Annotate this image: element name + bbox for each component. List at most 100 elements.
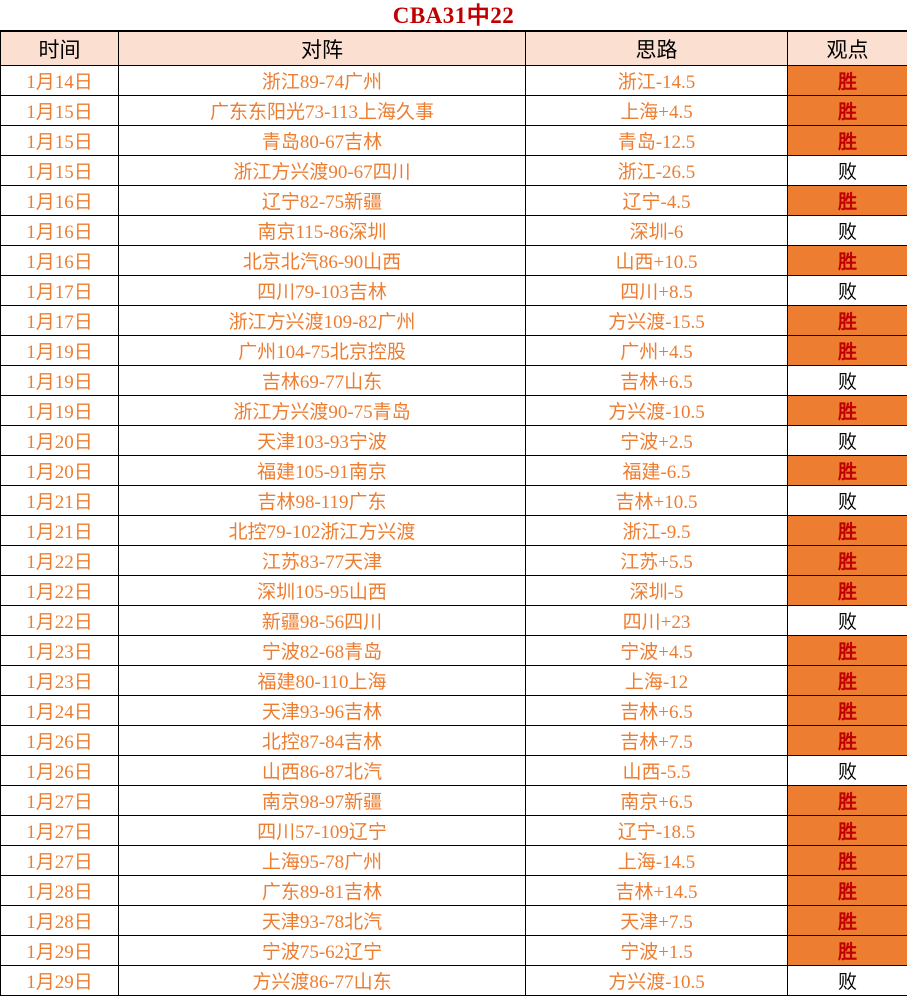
cell-view: 败 xyxy=(788,276,907,306)
cell-date: 1月29日 xyxy=(1,966,119,996)
cell-date: 1月21日 xyxy=(1,516,119,546)
cell-view: 胜 xyxy=(788,96,907,126)
cell-view: 胜 xyxy=(788,636,907,666)
cell-view: 胜 xyxy=(788,816,907,846)
cell-match: 南京115-86深圳 xyxy=(119,216,526,246)
cell-view: 胜 xyxy=(788,846,907,876)
cell-idea: 宁波+1.5 xyxy=(526,936,788,966)
cell-idea: 辽宁-4.5 xyxy=(526,186,788,216)
cell-idea: 四川+8.5 xyxy=(526,276,788,306)
cell-idea: 吉林+10.5 xyxy=(526,486,788,516)
cell-idea: 宁波+2.5 xyxy=(526,426,788,456)
column-header-match[interactable]: 对阵 xyxy=(119,32,526,66)
cell-date: 1月19日 xyxy=(1,336,119,366)
cell-date: 1月21日 xyxy=(1,486,119,516)
cell-match: 北控87-84吉林 xyxy=(119,726,526,756)
cell-match: 上海95-78广州 xyxy=(119,846,526,876)
cell-idea: 山西+10.5 xyxy=(526,246,788,276)
cell-idea: 深圳-5 xyxy=(526,576,788,606)
cell-match: 浙江方兴渡90-67四川 xyxy=(119,156,526,186)
cell-date: 1月20日 xyxy=(1,426,119,456)
cell-match: 江苏83-77天津 xyxy=(119,546,526,576)
cell-match: 吉林98-119广东 xyxy=(119,486,526,516)
cell-idea: 南京+6.5 xyxy=(526,786,788,816)
cell-date: 1月28日 xyxy=(1,906,119,936)
cell-view: 败 xyxy=(788,966,907,996)
page-title: CBA31中22 xyxy=(393,4,515,27)
cell-view: 胜 xyxy=(788,516,907,546)
cell-view: 胜 xyxy=(788,336,907,366)
cell-match: 青岛80-67吉林 xyxy=(119,126,526,156)
cell-date: 1月19日 xyxy=(1,396,119,426)
cell-match: 吉林69-77山东 xyxy=(119,366,526,396)
column-header-time[interactable]: 时间 xyxy=(1,32,119,66)
cell-match: 宁波82-68青岛 xyxy=(119,636,526,666)
cell-match: 北京北汽86-90山西 xyxy=(119,246,526,276)
cell-match: 四川79-103吉林 xyxy=(119,276,526,306)
cell-date: 1月23日 xyxy=(1,666,119,696)
cell-match: 广东89-81吉林 xyxy=(119,876,526,906)
cell-match: 天津93-96吉林 xyxy=(119,696,526,726)
cell-idea: 山西-5.5 xyxy=(526,756,788,786)
cell-idea: 福建-6.5 xyxy=(526,456,788,486)
column-header-view[interactable]: 观点 xyxy=(788,32,907,66)
cell-view: 胜 xyxy=(788,936,907,966)
cell-view: 胜 xyxy=(788,246,907,276)
sheet-title-row: CBA31中22 xyxy=(0,0,907,31)
cell-idea: 广州+4.5 xyxy=(526,336,788,366)
cell-view: 胜 xyxy=(788,306,907,336)
cell-date: 1月14日 xyxy=(1,66,119,96)
table-header: 时间 对阵 思路 观点 xyxy=(1,32,907,66)
cell-date: 1月26日 xyxy=(1,756,119,786)
cell-match: 福建80-110上海 xyxy=(119,666,526,696)
cell-idea: 青岛-12.5 xyxy=(526,126,788,156)
cell-idea: 浙江-14.5 xyxy=(526,66,788,96)
cell-idea: 宁波+4.5 xyxy=(526,636,788,666)
cell-idea: 浙江-26.5 xyxy=(526,156,788,186)
cell-date: 1月22日 xyxy=(1,546,119,576)
cell-idea: 吉林+6.5 xyxy=(526,366,788,396)
cell-match: 方兴渡86-77山东 xyxy=(119,966,526,996)
cell-view: 败 xyxy=(788,366,907,396)
cell-view: 胜 xyxy=(788,126,907,156)
column-header-idea[interactable]: 思路 xyxy=(526,32,788,66)
cell-view: 胜 xyxy=(788,906,907,936)
cell-match: 南京98-97新疆 xyxy=(119,786,526,816)
cell-idea: 浙江-9.5 xyxy=(526,516,788,546)
cell-match: 四川57-109辽宁 xyxy=(119,816,526,846)
cell-idea: 吉林+7.5 xyxy=(526,726,788,756)
cell-date: 1月15日 xyxy=(1,126,119,156)
cell-match: 深圳105-95山西 xyxy=(119,576,526,606)
cell-idea: 江苏+5.5 xyxy=(526,546,788,576)
cell-view: 胜 xyxy=(788,456,907,486)
cell-date: 1月27日 xyxy=(1,786,119,816)
table-header-row: 时间 对阵 思路 观点 xyxy=(1,32,907,66)
cell-date: 1月16日 xyxy=(1,216,119,246)
cell-date: 1月19日 xyxy=(1,366,119,396)
cell-view: 败 xyxy=(788,756,907,786)
cell-idea: 天津+7.5 xyxy=(526,906,788,936)
